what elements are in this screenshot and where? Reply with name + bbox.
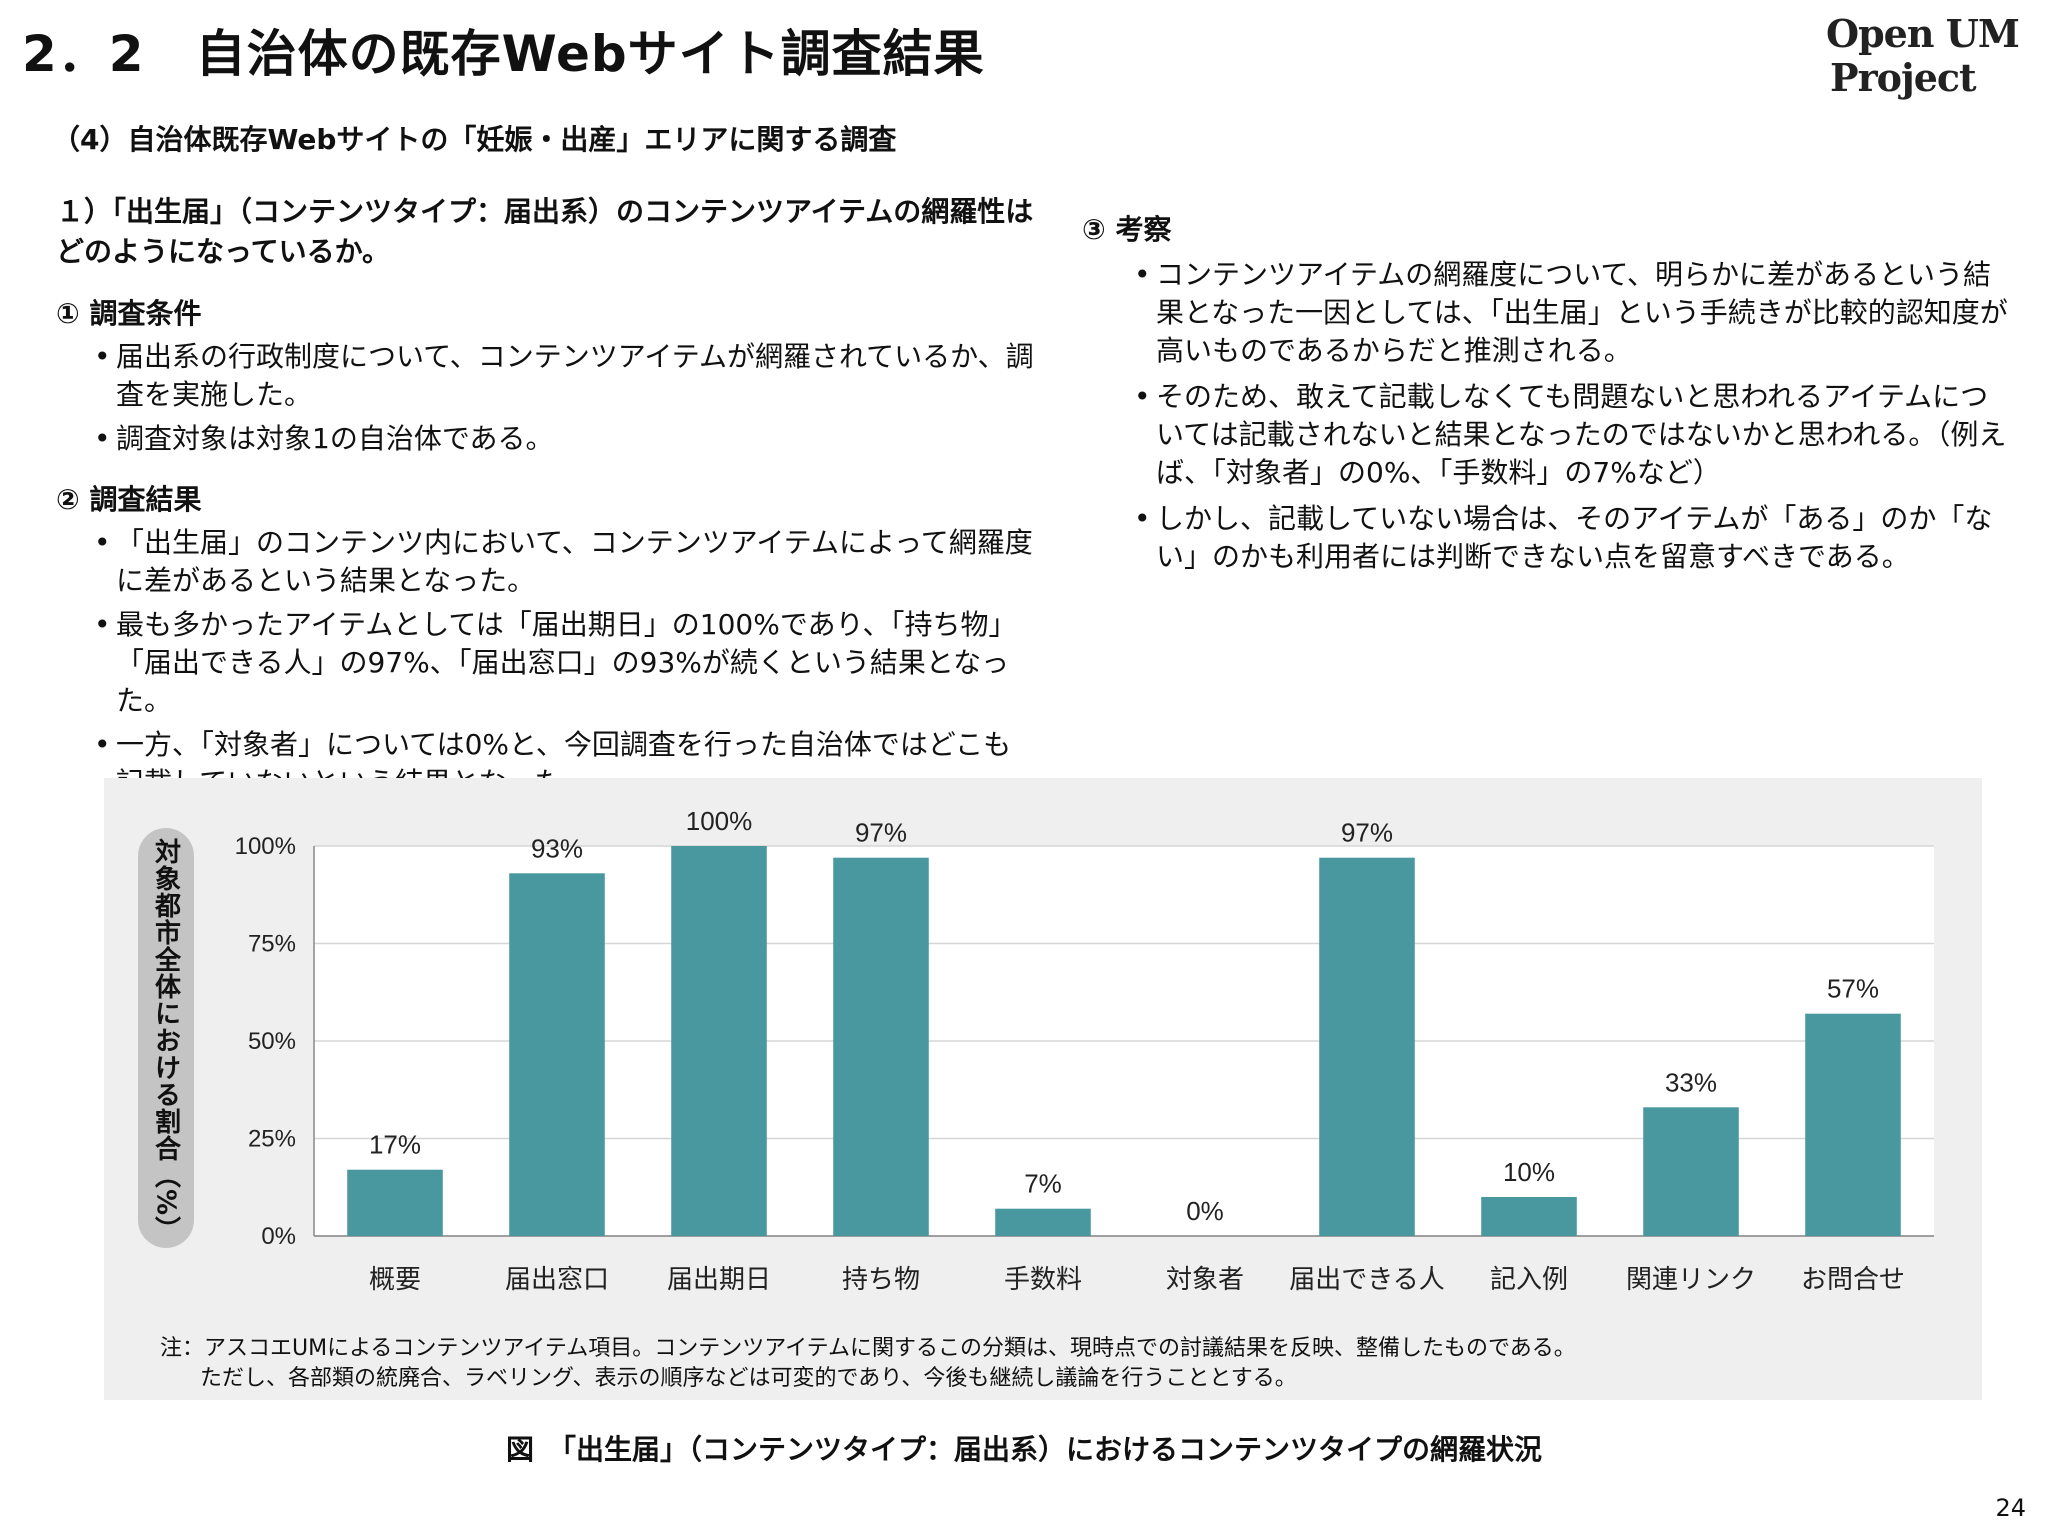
data-label: 93% [531,833,583,863]
results-item: 最も多かったアイテムとしては「届出期日」の100%であり、「持ち物」「届出できる… [94,606,1036,720]
right-column: ③ 考察 コンテンツアイテムの網羅度について、明らかに差があるという結果となった… [1082,212,2012,576]
chart-note: 注：アスコエUMによるコンテンツアイテム項目。コンテンツアイテムに関するこの分類… [160,1334,1576,1394]
x-category-label: お問合せ [1801,1265,1905,1295]
x-category-label: 届出窓口 [505,1265,609,1295]
data-label: 10% [1503,1157,1555,1187]
x-category-label: 関連リンク [1626,1265,1756,1295]
y-tick-label: 75% [248,931,296,958]
bar [1805,1013,1901,1236]
data-label: 0% [1186,1196,1224,1226]
conditions-item: 調査対象は対象1の自治体である。 [94,420,1036,458]
y-axis-label-pill: 対象都市全体における割合（%） [138,828,194,1248]
discussion-list: コンテンツアイテムの網羅度について、明らかに差があるという結果となった一因として… [1082,256,2012,576]
y-tick-label: 50% [248,1028,296,1055]
data-label: 17% [369,1130,421,1160]
conditions-item: 届出系の行政制度について、コンテンツアイテムが網羅されているか、調査を実施した。 [94,338,1036,414]
y-axis-label: 対象都市全体における割合（%） [150,838,181,1244]
bar [1643,1107,1739,1236]
results-list: 「出生届」のコンテンツ内において、コンテンツアイテムによって網羅度に差があるとい… [56,524,1036,802]
research-question: １）「出生届」（コンテンツタイプ：届出系）のコンテンツアイテムの網羅性はどのよう… [56,195,1034,268]
x-category-label: 届出できる人 [1289,1265,1444,1295]
y-tick-label: 100% [235,833,296,860]
page-number: 24 [1995,1494,2026,1522]
x-category-label: 持ち物 [842,1265,920,1295]
discussion-item: しかし、記載していない場合は、そのアイテムが「ある」のか「ない」のかも利用者には… [1134,500,2012,576]
chart-panel: 0% 25% 50% 75% 100% 17% 概要 93% 届出窓口 100% 届出期日 97% 持ち… [104,778,1982,1400]
data-label: 57% [1827,974,1879,1004]
results-heading: ② 調査結果 [56,483,202,516]
bar [833,857,929,1236]
discussion-heading: ③ 考察 [1082,213,1172,246]
note-line-2: ただし、各部類の統廃合、ラベリング、表示の順序などは可変的であり、今後も継続し議… [200,1366,1297,1391]
results-item: 「出生届」のコンテンツ内において、コンテンツアイテムによって網羅度に差があるとい… [94,524,1036,600]
page-title: 2．2 自治体の既存Webサイト調査結果 [22,25,985,83]
logo-line-2: Project [1830,55,1977,100]
data-label: 97% [855,818,907,848]
x-category-label: 概要 [369,1265,421,1295]
bar [995,1208,1091,1236]
bar [1319,857,1415,1236]
figure-caption: 図 「出生届」（コンテンツタイプ：届出系）におけるコンテンツタイプの網羅状況 [505,1433,1542,1466]
data-label: 7% [1024,1169,1062,1199]
data-label: 33% [1665,1067,1717,1097]
left-column: １）「出生届」（コンテンツタイプ：届出系）のコンテンツアイテムの網羅性はどのよう… [56,192,1036,802]
bar-chart: 0% 25% 50% 75% 100% 17% 概要 93% 届出窓口 100% 届出期日 97% 持ち… [235,806,1934,1295]
bar [1481,1197,1577,1236]
data-label: 97% [1341,818,1393,848]
logo-line-1: Open UM [1826,11,2020,56]
bar [671,846,767,1236]
x-category-label: 記入例 [1490,1265,1568,1295]
y-tick-label: 0% [261,1223,296,1250]
data-label: 100% [686,806,753,836]
conditions-heading: ① 調査条件 [56,297,202,330]
discussion-item: そのため、敢えて記載しなくても問題ないと思われるアイテムについては記載されないと… [1134,378,2012,492]
open-um-logo: Open UM Project [1826,12,2026,100]
bar [347,1169,443,1236]
discussion-item: コンテンツアイテムの網羅度について、明らかに差があるという結果となった一因として… [1134,256,2012,370]
conditions-list: 届出系の行政制度について、コンテンツアイテムが網羅されているか、調査を実施した。… [56,338,1036,458]
x-category-label: 手数料 [1004,1265,1082,1295]
section-subtitle: （4）自治体既存Webサイトの「妊娠・出産」エリアに関する調査 [52,123,897,156]
x-category-label: 対象者 [1166,1265,1244,1295]
y-tick-label: 25% [248,1126,296,1153]
x-category-label: 届出期日 [667,1265,771,1295]
bar [509,873,605,1236]
note-line-1: 注：アスコエUMによるコンテンツアイテム項目。コンテンツアイテムに関するこの分類… [160,1336,1576,1361]
